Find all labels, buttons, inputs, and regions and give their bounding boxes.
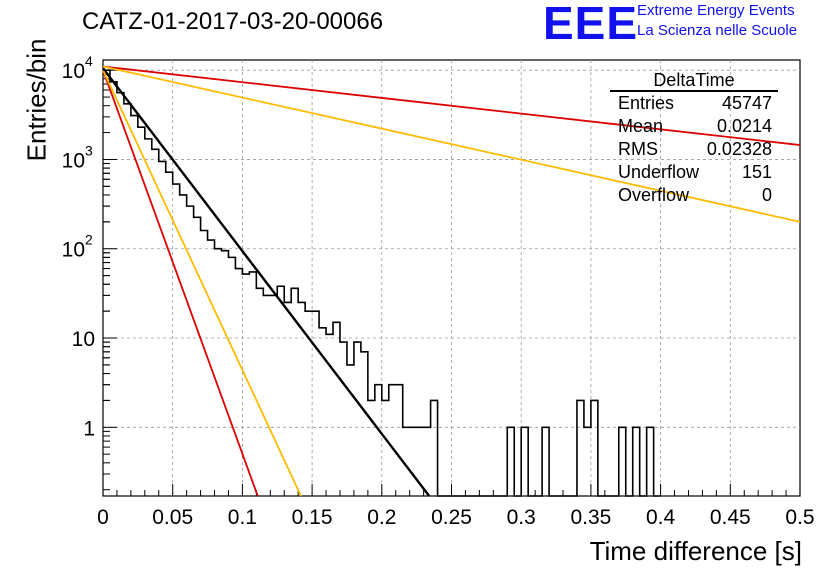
stats-label: Entries [618, 93, 675, 113]
y-tick-exponent: 2 [85, 232, 93, 248]
fit-curve [102, 65, 801, 223]
stats-value: 0 [761, 185, 772, 205]
chart-title: CATZ-01-2017-03-20-00066 [82, 8, 384, 35]
y-tick-label: 10 [62, 60, 85, 83]
stats-title: DeltaTime [610, 70, 778, 92]
stats-row: Entries 45747 [610, 92, 778, 115]
stats-value: 151 [741, 162, 772, 182]
stats-label: Overflow [618, 185, 690, 205]
stats-row: Underflow 151 [610, 161, 778, 184]
curves [102, 65, 801, 497]
stats-row: Overflow 0 [610, 184, 778, 207]
fit-curve [102, 69, 302, 497]
stats-value: 0.0214 [716, 116, 772, 136]
logo-line-1: Extreme Energy Events [637, 2, 795, 19]
stats-row: RMS 0.02328 [610, 138, 778, 161]
x-tick-label: 0.2 [367, 506, 396, 529]
histogram-outline [103, 69, 661, 497]
axis-ticks [102, 69, 801, 496]
x-tick-label: 0.35 [570, 506, 611, 529]
x-tick-label: 0.05 [152, 506, 193, 529]
x-tick-label: 0.4 [646, 506, 676, 529]
x-tick-label: 0.15 [292, 506, 333, 529]
fit-curve [102, 69, 259, 497]
stats-label: Mean [618, 116, 664, 136]
y-tick-exponent: 4 [85, 53, 93, 69]
stats-value: 0.02328 [706, 139, 772, 159]
y-tick-label: 10 [72, 328, 95, 351]
x-tick-label: 0.25 [431, 506, 472, 529]
eee-logo: EEE [543, 0, 639, 49]
histogram [103, 69, 661, 497]
stats-box: DeltaTime Entries 45747 Mean 0.0214 RMS 0.0… [610, 70, 778, 207]
stats-row: Mean 0.0214 [610, 115, 778, 138]
x-tick-label: 0.1 [228, 506, 257, 529]
x-axis-label: Time difference [s] [589, 536, 802, 566]
stats-label: RMS [618, 139, 658, 159]
stats-value: 45747 [721, 93, 772, 113]
tick-labels: 0 0.05 0.1 0.15 0.2 0.25 0.3 0.35 0.4 0.45 0.5 1 10 1… [62, 53, 815, 529]
y-tick-label: 10 [62, 239, 85, 262]
x-tick-label: 0 [97, 506, 109, 529]
grid [103, 60, 800, 496]
x-tick-label: 0.45 [710, 506, 751, 529]
logo-line-2: La Scienza nelle Scuole [637, 22, 798, 39]
y-tick-label: 10 [62, 149, 85, 172]
y-axis-label: Entries/bin [21, 38, 52, 162]
x-tick-label: 0.5 [785, 506, 814, 529]
x-tick-label: 0.3 [507, 506, 536, 529]
y-tick-exponent: 3 [85, 142, 93, 158]
stats-label: Underflow [618, 162, 700, 182]
fit-curve [102, 67, 431, 497]
y-tick-label: 1 [83, 417, 95, 440]
fit-curve [102, 65, 801, 146]
